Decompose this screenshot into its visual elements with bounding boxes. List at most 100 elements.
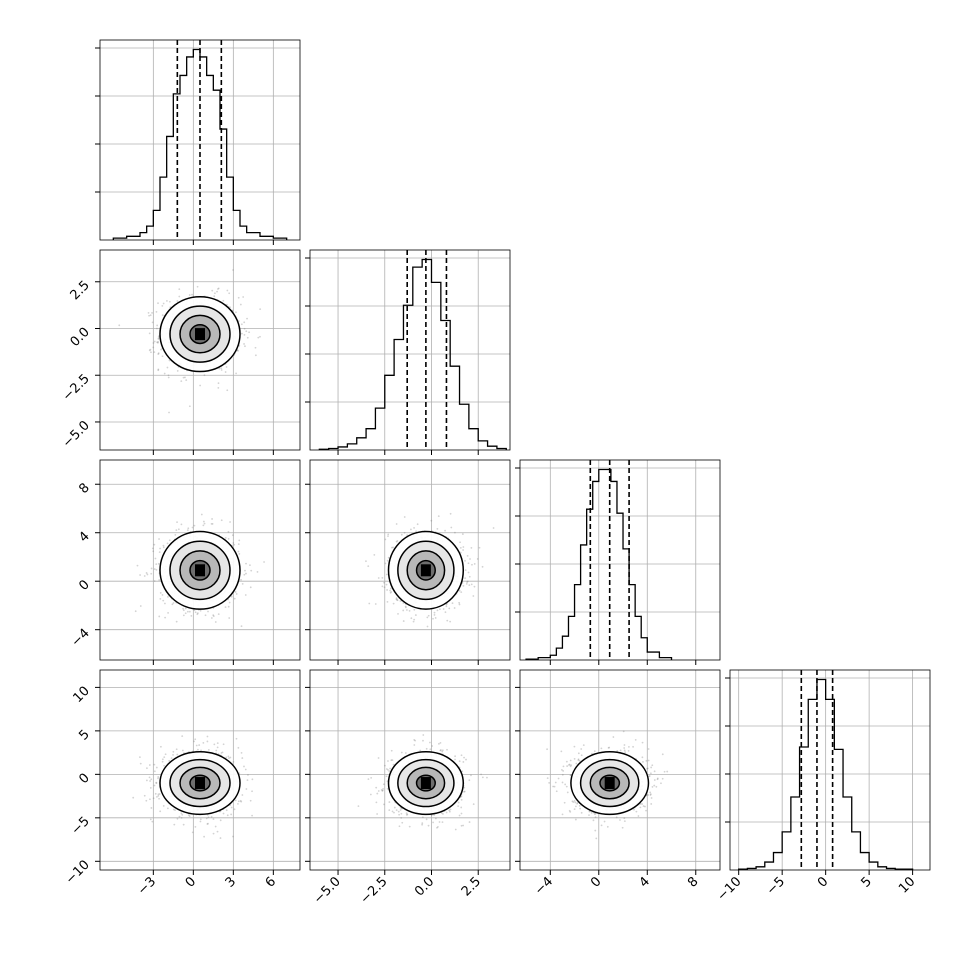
scatter-panel-2-3 [519,669,721,871]
panel-content [520,670,720,870]
scatter-point [446,748,448,751]
scatter-point [156,341,158,344]
scatter-point [162,302,165,305]
scatter-point [219,837,222,839]
scatter-point [263,561,265,563]
scatter-point [402,620,405,622]
panel-frame [99,459,301,661]
scatter-point [464,559,466,562]
scatter-point [634,738,637,741]
scatter-point [381,576,384,579]
scatter-point [642,760,644,763]
scatter-point [600,824,603,827]
scatter-point [152,550,155,553]
scatter-point [396,599,399,602]
scatter-point [462,824,465,827]
scatter-point [222,299,225,302]
scatter-point [244,594,247,596]
scatter-point [244,768,247,771]
scatter-point [473,585,476,588]
scatter-point [465,582,468,585]
density-peak [420,564,431,577]
scatter-point [577,758,580,761]
scatter-point [153,340,156,343]
scatter-point [227,755,230,758]
scatter-point [237,543,240,545]
scatter-point [228,292,231,295]
scatter-point [400,812,403,815]
scatter-point [226,289,229,292]
scatter-point [438,821,441,823]
scatter-point [472,803,475,806]
contour-line [179,550,221,591]
scatter-panel-0-2 [99,459,301,661]
scatter-point [171,603,174,606]
scatter-point [174,533,177,536]
scatter-point [246,779,249,782]
scatter-point [243,573,246,576]
scatter-point [235,372,237,375]
scatter-point [157,793,160,796]
scatter-point [214,292,216,295]
scatter-point [441,749,444,752]
contour-line [159,295,241,373]
scatter-point [180,816,183,819]
scatter-point [408,610,411,612]
scatter-point [153,784,156,787]
scatter-point [227,537,230,540]
scatter-point [373,554,376,556]
scatter-point [399,600,402,602]
scatter-point [158,615,161,618]
scatter-point [458,589,461,592]
scatter-point [459,546,462,549]
scatter-point [213,743,216,746]
scatter-point [444,529,446,532]
scatter-point [240,752,243,754]
scatter-point [148,314,150,317]
scatter-point [405,812,408,815]
scatter-point [403,516,406,518]
scatter-point [436,609,439,612]
scatter-point [206,740,209,743]
scatter-point [623,749,626,752]
scatter-point [166,542,169,545]
scatter-point [211,523,214,525]
scatter-point [410,528,412,531]
scatter-point [196,613,199,616]
scatter-point [459,541,461,544]
scatter-point [172,750,175,753]
scatter-point [146,767,148,770]
scatter-point [259,335,261,338]
scatter-point [445,603,448,606]
density-peak [420,777,431,790]
scatter-point [470,774,472,777]
scatter-point [623,744,626,746]
scatter-point [182,614,185,617]
scatter-point [395,598,398,601]
scatter-point [413,608,416,611]
scatter-point [207,816,210,819]
scatter-point [240,578,242,581]
scatter-point [464,569,467,571]
scatter-point [377,757,380,759]
scatter-point [448,809,451,812]
scatter-point [217,386,220,389]
scatter-point [458,760,461,763]
scatter-point [476,558,479,560]
scatter-point [157,775,160,778]
scatter-point [395,597,398,600]
scatter-point [437,826,439,828]
scatter-point [383,803,385,806]
scatter-point [159,597,162,600]
scatter-point [588,810,591,813]
scatter-point [429,741,431,744]
scatter-point [245,330,248,333]
scatter-point [230,806,233,809]
scatter-point [186,529,189,532]
scatter-point [458,603,461,606]
scatter-point [254,354,257,357]
scatter-point [370,776,373,779]
scatter-point [382,783,385,786]
scatter-point [158,551,161,554]
